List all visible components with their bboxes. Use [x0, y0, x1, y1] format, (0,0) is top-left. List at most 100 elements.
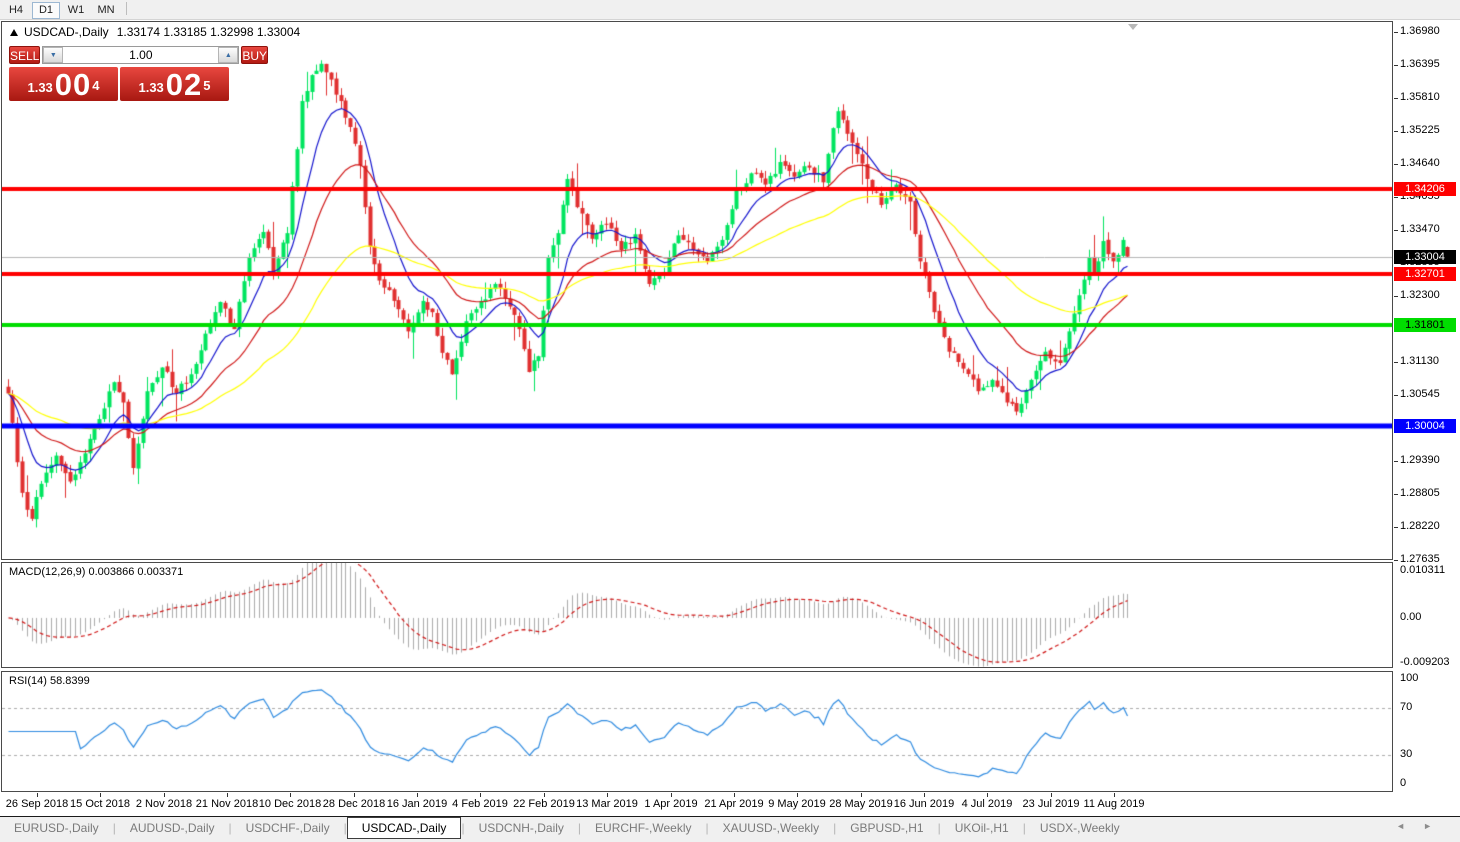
price-tick-label: 1.35225: [1400, 124, 1440, 136]
buy-price-pips: 02: [165, 67, 203, 102]
tab-separator: |: [112, 821, 116, 835]
date-tick-mark: [480, 793, 481, 797]
tab-scroll-buttons: ◄►: [1396, 821, 1450, 831]
volume-increase-button[interactable]: ▲: [218, 47, 239, 63]
date-tick-mark: [987, 793, 988, 797]
hline-price-badge: 1.32701: [1394, 267, 1456, 281]
chart-tab-usdchf[interactable]: USDCHF-,Daily: [245, 821, 330, 835]
price-tick-label: 1.36980: [1400, 25, 1440, 37]
date-tick-mark: [734, 793, 735, 797]
chart-tab-eurusd[interactable]: EURUSD-,Daily: [14, 821, 99, 835]
date-tick-mark: [354, 793, 355, 797]
buy-price-point: 5: [203, 78, 211, 93]
price-tick-mark: [1394, 296, 1398, 297]
tab-separator: |: [343, 821, 347, 835]
rsi-axis-label-0: 0: [1400, 777, 1407, 789]
price-chart-pane: USDCAD-,Daily 1.33174 1.33185 1.32998 1.3…: [1, 21, 1393, 560]
price-chart-canvas[interactable]: [2, 22, 1392, 559]
tab-scroll-left-icon[interactable]: ◄: [1396, 821, 1424, 831]
price-tick-label: 1.34640: [1400, 157, 1440, 169]
price-tick-label: 1.30545: [1400, 388, 1440, 400]
chart-tab-audusd[interactable]: AUDUSD-,Daily: [129, 821, 215, 835]
hline-price-badge: 1.31801: [1394, 318, 1456, 332]
price-tick-label: 1.28220: [1400, 520, 1440, 532]
date-label: 15 Oct 2018: [70, 798, 130, 810]
price-tick-label: 1.29390: [1400, 454, 1440, 466]
timeframe-button-h4[interactable]: H4: [8, 4, 24, 16]
price-tick-label: 1.28805: [1400, 487, 1440, 499]
chart-tab-ukoil[interactable]: UKOil-,H1: [954, 821, 1009, 835]
chart-tab-gbpusd[interactable]: GBPUSD-,H1: [850, 821, 924, 835]
rsi-canvas[interactable]: [2, 672, 1392, 791]
date-tick-mark: [607, 793, 608, 797]
buy-button[interactable]: BUY: [241, 46, 269, 64]
chart-tab-usdcad[interactable]: USDCAD-,Daily: [346, 817, 462, 839]
chart-ohlc-values: 1.33174 1.33185 1.32998 1.33004: [116, 25, 301, 39]
date-label: 1 Apr 2019: [644, 798, 698, 810]
tab-separator: |: [833, 821, 837, 835]
price-tick-label: 1.33470: [1400, 223, 1440, 235]
chart-tabs: EURUSD-,Daily | AUDUSD-,Daily | USDCHF-,Dail…: [0, 817, 1134, 839]
rsi-axis-label-30: 30: [1400, 748, 1413, 760]
date-tick-mark: [164, 793, 165, 797]
price-tick-mark: [1394, 164, 1398, 165]
price-tick-mark: [1394, 560, 1398, 561]
price-tick-mark: [1394, 98, 1398, 99]
window-bottom-border: [0, 816, 1460, 817]
sell-price-point: 4: [92, 78, 100, 93]
date-label: 28 May 2019: [829, 798, 893, 810]
timeframe-button-w1[interactable]: W1: [67, 4, 85, 16]
macd-indicator-pane: MACD(12,26,9) 0.003866 0.003371: [1, 562, 1393, 668]
tab-separator: |: [577, 821, 582, 835]
sell-price-base: 1.33: [27, 80, 53, 95]
date-label: 11 Aug 2019: [1083, 798, 1145, 810]
bid-price-badge: 1.33004: [1394, 250, 1456, 264]
date-label: 16 Jan 2019: [386, 798, 448, 810]
chart-tab-usdcnh[interactable]: USDCNH-,Daily: [478, 821, 564, 835]
date-tick-mark: [924, 793, 925, 797]
date-tick-mark: [290, 793, 291, 797]
date-label: 23 Jul 2019: [1022, 798, 1080, 810]
chart-tab-usdx[interactable]: USDX-,Weekly: [1039, 821, 1120, 835]
tab-scroll-right-icon[interactable]: ►: [1423, 821, 1450, 831]
trade-panel-prices: 1.33 00 4 1.33 02 5: [9, 67, 229, 101]
date-tick-mark: [227, 793, 228, 797]
date-label: 22 Feb 2019: [513, 798, 575, 810]
sell-price-tile[interactable]: 1.33 00 4: [9, 67, 118, 101]
date-tick-mark: [417, 793, 418, 797]
chart-shift-marker-icon[interactable]: [1128, 24, 1138, 30]
date-tick-mark: [100, 793, 101, 797]
timeframe-button-d1[interactable]: D1: [32, 2, 60, 19]
tab-separator: |: [1022, 821, 1026, 835]
rsi-axis-label-70: 70: [1400, 701, 1413, 713]
date-tick-mark: [797, 793, 798, 797]
volume-input[interactable]: [63, 47, 219, 63]
price-tick-label: 1.32300: [1400, 289, 1440, 301]
timeframe-toolbar: H4 D1 W1 MN: [0, 0, 1460, 20]
date-label: 21 Nov 2018: [195, 798, 259, 810]
chart-tab-bar: EURUSD-,Daily | AUDUSD-,Daily | USDCHF-,Dail…: [0, 817, 1460, 842]
buy-price-tile[interactable]: 1.33 02 5: [120, 67, 229, 101]
price-tick-mark: [1394, 131, 1398, 132]
price-tick-mark: [1394, 527, 1398, 528]
chart-tab-xauusd[interactable]: XAUUSD-,Weekly: [722, 821, 820, 835]
chart-title: USDCAD-,Daily 1.33174 1.33185 1.32998 1.3…: [10, 25, 300, 39]
tab-separator: |: [937, 821, 941, 835]
price-tick-mark: [1394, 65, 1398, 66]
tab-separator: |: [228, 821, 232, 835]
symbol-expand-icon[interactable]: [10, 29, 18, 36]
price-tick-mark: [1394, 395, 1398, 396]
volume-decrease-button[interactable]: ▼: [43, 47, 64, 63]
price-tick-mark: [1394, 197, 1398, 198]
price-tick-mark: [1394, 32, 1398, 33]
price-tick-mark: [1394, 230, 1398, 231]
chart-symbol-label: USDCAD-,Daily: [24, 25, 109, 39]
sell-button[interactable]: SELL: [9, 46, 41, 64]
chart-tab-eurchf[interactable]: EURCHF-,Weekly: [595, 821, 692, 835]
price-tick-mark: [1394, 362, 1398, 363]
macd-canvas[interactable]: [2, 563, 1392, 667]
timeframe-button-mn[interactable]: MN: [97, 4, 115, 16]
macd-label: MACD(12,26,9) 0.003866 0.003371: [9, 566, 184, 578]
